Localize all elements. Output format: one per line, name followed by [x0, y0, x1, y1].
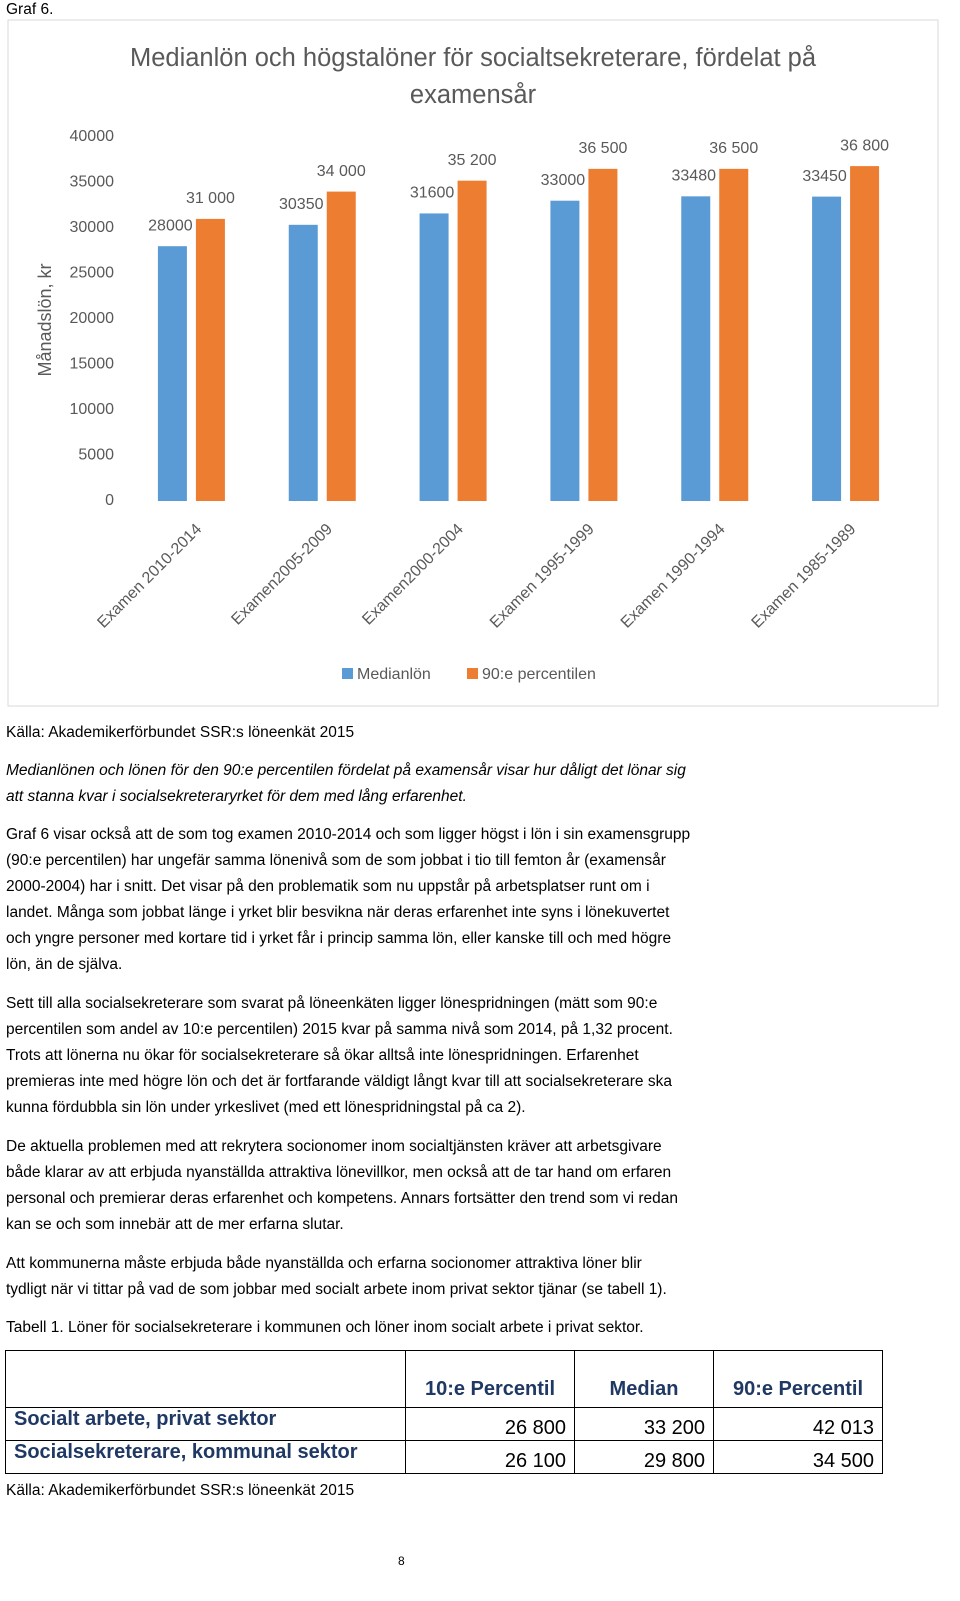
bar [157, 246, 187, 501]
bar [681, 196, 711, 501]
y-axis-label: Månadslön, kr [35, 263, 55, 376]
bar [588, 168, 618, 501]
legend-label: Medianlön [357, 666, 431, 683]
paragraph-line: och yngre personer med kortare tid i yrk… [6, 930, 672, 947]
table-cell: 34 500 [713, 1440, 883, 1474]
table-cell: 42 013 [713, 1407, 883, 1441]
paragraph-line: 2000-2004) har i snitt. Det visar på den… [6, 878, 650, 895]
bar [326, 191, 356, 501]
page-number: 8 [398, 1554, 405, 1568]
data-label: 33450 [802, 168, 847, 185]
table-cell: 26 800 [405, 1407, 575, 1441]
table-cell: 29 800 [574, 1440, 714, 1474]
paragraph-line: både klarar av att erbjuda nyanställda a… [6, 1164, 672, 1181]
source: Källa: Akademikerförbundet SSR:s löneenk… [6, 724, 355, 741]
intro-line: att stanna kvar i socialsekreteraryrket … [6, 788, 467, 805]
bar [195, 218, 225, 501]
y-tick-label: 30000 [70, 219, 115, 236]
graph-label: Graf 6. [6, 1, 54, 18]
x-tick-label: Examen 1985-1989 [749, 521, 860, 632]
data-label: 31600 [410, 185, 455, 202]
data-label: 36 500 [709, 140, 758, 157]
paragraph-line: landet. Många som jobbat länge i yrket b… [6, 904, 670, 921]
chart-title: Medianlön och högstalöner för socialtsek… [129, 44, 817, 109]
data-label: 35 200 [448, 152, 497, 169]
paragraph-line: tydligt när vi tittar på vad de som jobb… [6, 1281, 667, 1298]
bar [457, 180, 487, 501]
data-label: 31 000 [186, 190, 235, 207]
y-tick-label: 25000 [70, 265, 115, 282]
y-tick-label: 5000 [78, 447, 114, 464]
bar [719, 168, 749, 501]
paragraph-line: (90:e percentilen) har ungefär samma lön… [6, 852, 666, 869]
table-cell: 33 200 [574, 1407, 714, 1441]
data-label: 33000 [541, 172, 586, 189]
table-cell: Median [574, 1350, 714, 1408]
data-label: 36 500 [578, 140, 627, 157]
y-tick-label: 40000 [70, 128, 115, 145]
paragraph-line: kan se och som innebär att de mer erfarn… [6, 1216, 344, 1233]
table-caption: Tabell 1. Löner för socialsekreterare i … [6, 1319, 644, 1336]
x-tick-label: Examen 1995-1999 [487, 521, 598, 632]
table-cell: 90:e Percentil [713, 1350, 883, 1408]
paragraph-line: Trots att lönerna nu ökar för socialsekr… [6, 1047, 639, 1064]
paragraph-line: Sett till alla socialsekreterare som sva… [6, 995, 658, 1012]
salary-table: 10:e Percentil Median 90:e Percentil Social… [5, 1350, 883, 1474]
paragraph-line: Att kommunerna måste erbjuda både nyanst… [6, 1255, 642, 1272]
table-cell [5, 1350, 406, 1408]
table-cell: 10:e Percentil [405, 1350, 575, 1408]
x-tick-label: Examen2005-2009 [228, 521, 336, 629]
table-cell: Socialsekreterare, kommunal sektor [5, 1440, 406, 1474]
bar [550, 200, 580, 501]
y-tick-label: 15000 [70, 356, 115, 373]
x-tick-label: Examen 2010-2014 [94, 521, 205, 632]
table-source: Källa: Akademikerförbundet SSR:s löneenk… [6, 1482, 355, 1499]
paragraph-line: De aktuella problemen med att rekrytera … [6, 1138, 662, 1155]
paragraph-line: lön, än de själva. [6, 956, 123, 973]
paragraph-line: percentilen som andel av 10:e percentile… [6, 1021, 673, 1038]
paragraph-line: personal och premierar deras erfarenhet … [6, 1190, 679, 1207]
legend-swatch [342, 668, 353, 679]
table-cell: 26 100 [405, 1440, 575, 1474]
y-tick-label: 10000 [70, 401, 115, 418]
data-label: 34 000 [317, 163, 366, 180]
paragraph-line: Graf 6 visar också att de som tog examen… [6, 826, 691, 843]
paragraph-line: premieras inte med högre lön och det är … [6, 1073, 672, 1090]
data-label: 30350 [279, 196, 324, 213]
y-tick-label: 20000 [70, 310, 115, 327]
data-label: 33480 [672, 168, 717, 185]
bar [419, 213, 449, 501]
bar [850, 166, 880, 501]
y-tick-label: 35000 [70, 174, 115, 191]
data-label: 36 800 [840, 137, 889, 154]
y-tick-label: 0 [105, 492, 114, 509]
chart-border [7, 19, 939, 707]
bar [812, 196, 842, 502]
data-label: 28000 [148, 217, 193, 234]
intro-line: Medianlönen och lönen för den 90:e perce… [6, 762, 686, 779]
bar [288, 224, 318, 501]
legend-label: 90:e percentilen [482, 666, 596, 683]
x-tick-label: Examen2000-2004 [359, 521, 467, 629]
legend-swatch [467, 668, 478, 679]
paragraph-line: kunna fördubbla sin lön under yrkeslivet… [6, 1099, 526, 1116]
x-tick-label: Examen 1990-1994 [618, 521, 729, 632]
table-cell: Socialt arbete, privat sektor [5, 1407, 406, 1441]
chart: 0 5000 10000 15000 20000 25000 30000 35000 40000… [7, 19, 939, 707]
